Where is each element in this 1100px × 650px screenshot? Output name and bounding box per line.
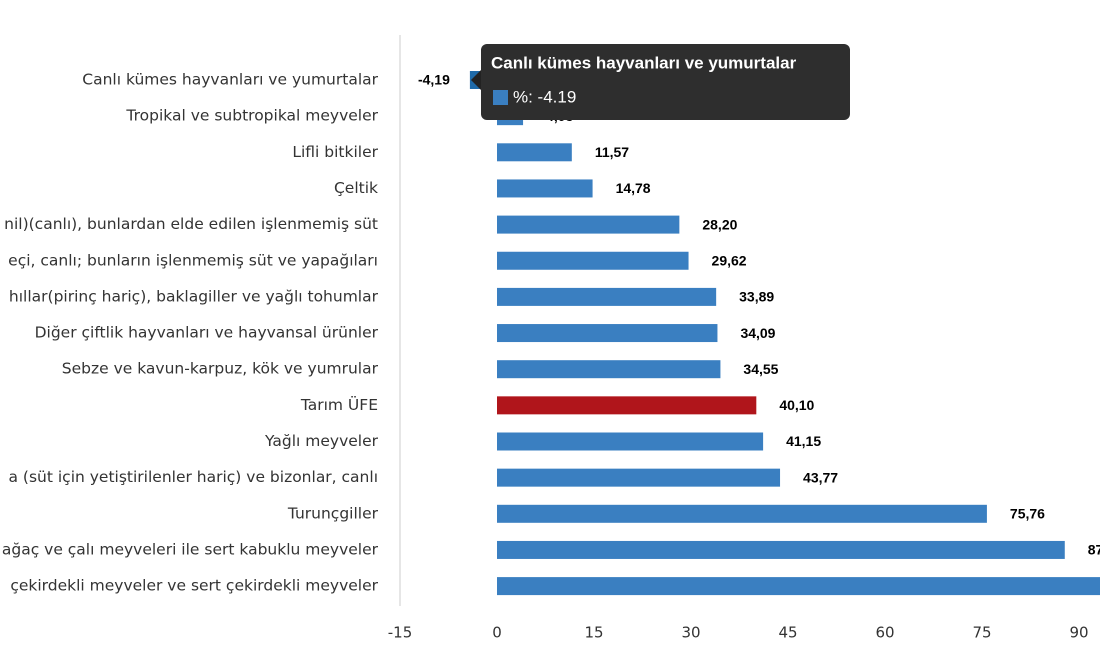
y-tick-label: Yağlı meyveler (264, 432, 379, 450)
value-label: 75,76 (1010, 506, 1045, 522)
x-tick-label: -15 (388, 624, 413, 642)
bar (497, 396, 757, 415)
value-label: 41,15 (786, 433, 821, 449)
y-tick-label: ağaç ve çalı meyveleri ile sert kabuklu … (2, 540, 379, 558)
value-label: 11,57 (595, 144, 629, 160)
y-tick-label: Turunçgiller (287, 504, 379, 522)
bar (497, 504, 987, 523)
y-tick-label: Lifli bitkiler (292, 143, 378, 161)
y-tick-label: a (süt için yetiştirilenler hariç) ve bi… (8, 468, 378, 486)
bar (497, 143, 572, 162)
tooltip-title: Canlı kümes hayvanları ve yumurtalar (491, 53, 797, 72)
bar (497, 577, 1100, 596)
bar (497, 324, 718, 343)
bar (497, 468, 781, 487)
value-label: 34,09 (740, 325, 775, 341)
x-tick-label: 60 (875, 624, 894, 642)
bar (497, 432, 764, 451)
value-label: 43,77 (803, 469, 838, 485)
y-tick-label: eçi, canlı; bunların işlenmemiş süt ve y… (8, 251, 378, 269)
bar (497, 360, 721, 379)
value-label: 34,55 (743, 361, 778, 377)
x-tick-label: 0 (492, 624, 502, 642)
bar (497, 215, 680, 234)
bar (497, 540, 1065, 559)
y-tick-label: Tarım ÜFE (300, 395, 378, 414)
y-tick-label: Diğer çiftlik hayvanları ve hayvansal ür… (35, 324, 379, 342)
value-label: 28,20 (702, 216, 737, 232)
tooltip: Canlı kümes hayvanları ve yumurtalar %: … (471, 44, 850, 120)
value-label: 33,89 (739, 289, 774, 305)
y-tick-label: çekirdekli meyveler ve sert çekirdekli m… (10, 577, 378, 595)
y-tick-label: Canlı kümes hayvanları ve yumurtalar (82, 71, 378, 89)
tooltip-swatch (493, 90, 508, 105)
x-tick-label: 75 (972, 624, 991, 642)
value-label: 29,62 (712, 252, 747, 268)
x-tick-label: 30 (681, 624, 700, 642)
y-tick-label: nil)(canlı), bunlardan elde edilen işlen… (4, 215, 378, 233)
value-label: -4,19 (418, 72, 450, 88)
y-tick-label: hıllar(pirinç hariç), baklagiller ve yağ… (9, 287, 379, 305)
x-tick-label: 45 (778, 624, 797, 642)
y-tick-label: Sebze ve kavun-karpuz, kök ve yumrular (62, 360, 379, 378)
tooltip-arrow (471, 70, 481, 90)
tooltip-box (481, 44, 850, 120)
tooltip-text: %: -4.19 (513, 87, 576, 106)
bar (497, 251, 689, 270)
value-label: 14,78 (616, 180, 651, 196)
value-label: 40,10 (779, 397, 814, 413)
x-tick-label: 90 (1069, 624, 1088, 642)
bar (497, 287, 717, 306)
x-tick-label: 15 (584, 624, 603, 642)
y-tick-label: Tropikal ve subtropikal meyveler (125, 107, 378, 125)
bar (497, 179, 593, 198)
y-tick-label: Çeltik (334, 179, 378, 197)
value-label: 87,80 (1088, 542, 1100, 558)
